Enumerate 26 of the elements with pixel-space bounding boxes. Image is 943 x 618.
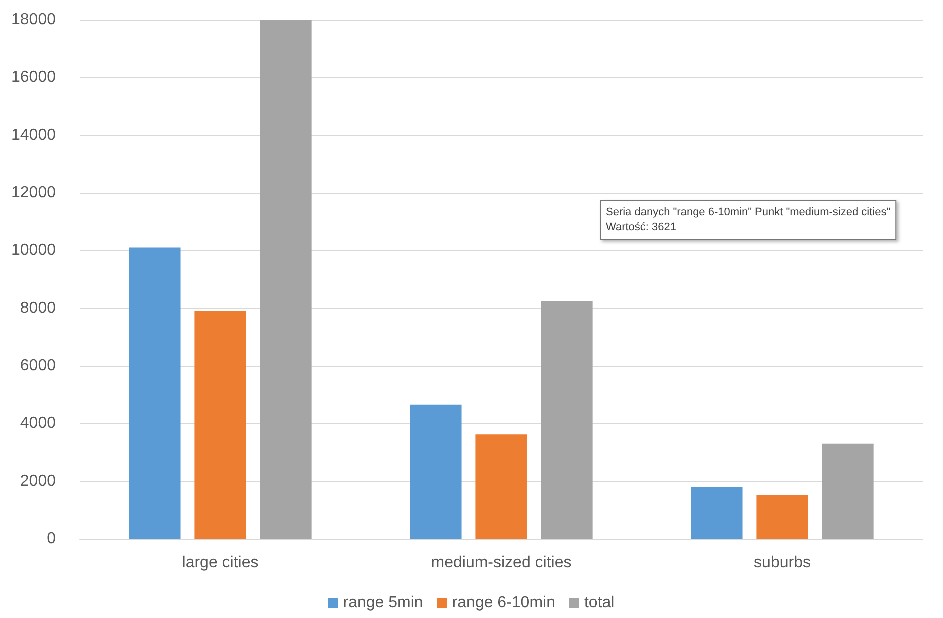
annotation: Seria danych "range 6-10min" Punkt "medium-sized cities" Wartość: 3621 bbox=[606, 206, 891, 234]
y-tick-label: 6000 bbox=[20, 358, 56, 374]
bar bbox=[410, 404, 462, 539]
bar bbox=[194, 311, 246, 539]
legend-label: range 6-10min bbox=[452, 594, 556, 612]
y-tick-label: 0 bbox=[47, 530, 56, 548]
legend-label: total bbox=[584, 594, 615, 612]
legend-label: range 5min bbox=[343, 594, 424, 612]
bar bbox=[129, 248, 181, 539]
bar bbox=[476, 434, 528, 539]
bar bbox=[541, 301, 593, 539]
y-tick-label: 8000 bbox=[20, 300, 56, 317]
y-tick-label: 10000 bbox=[12, 242, 56, 260]
y-tick-label: 4000 bbox=[20, 415, 56, 432]
y-tick-label: 18000 bbox=[12, 12, 56, 28]
bar bbox=[260, 20, 312, 539]
bar bbox=[822, 444, 874, 539]
x-tick-label: large cities bbox=[182, 554, 259, 572]
x-tick-label: suburbs bbox=[754, 554, 811, 572]
bar bbox=[756, 495, 808, 539]
bar bbox=[691, 487, 743, 539]
y-tick-label: 12000 bbox=[12, 184, 56, 202]
y-tick-label: 2000 bbox=[20, 472, 56, 490]
y-tick-label: 14000 bbox=[12, 126, 56, 144]
x-tick-label: medium-sized cities bbox=[431, 554, 572, 572]
y-tick-label: 16000 bbox=[12, 69, 56, 86]
